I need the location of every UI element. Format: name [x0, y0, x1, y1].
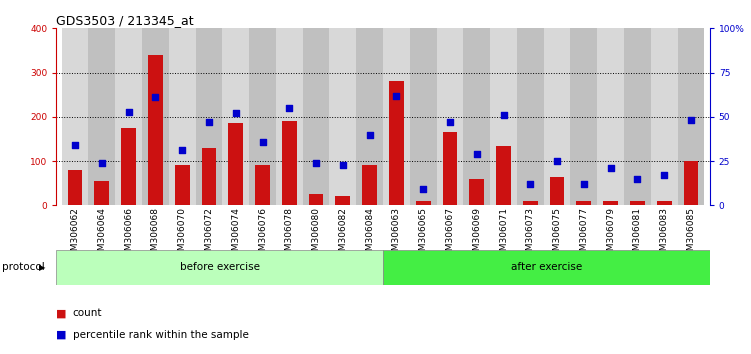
Text: before exercise: before exercise — [179, 262, 260, 272]
Bar — [62, 28, 89, 205]
Point — [685, 118, 697, 123]
Point — [444, 119, 456, 125]
Bar — [683, 161, 698, 205]
Point — [391, 93, 403, 98]
Bar — [463, 28, 490, 205]
Point — [632, 176, 644, 182]
Text: protocol: protocol — [2, 262, 45, 272]
Bar — [222, 28, 249, 205]
Bar — [169, 28, 195, 205]
Point — [96, 160, 108, 166]
Bar — [255, 166, 270, 205]
Bar — [517, 28, 544, 205]
Point — [658, 172, 670, 178]
Text: after exercise: after exercise — [511, 262, 582, 272]
Point — [578, 181, 590, 187]
Point — [257, 139, 269, 144]
Bar — [56, 250, 383, 285]
Point — [524, 181, 536, 187]
Bar — [175, 165, 189, 205]
Point — [69, 142, 81, 148]
Bar — [362, 166, 377, 205]
Bar — [383, 28, 410, 205]
Bar — [228, 124, 243, 205]
Bar — [603, 201, 618, 205]
Bar — [442, 132, 457, 205]
Bar — [469, 179, 484, 205]
Bar — [142, 28, 169, 205]
Bar — [571, 28, 597, 205]
Bar — [115, 28, 142, 205]
Point — [230, 110, 242, 116]
Bar — [148, 55, 163, 205]
Bar — [630, 201, 645, 205]
Text: ▶: ▶ — [39, 263, 46, 272]
Bar — [89, 28, 115, 205]
Bar — [523, 201, 538, 205]
Bar — [624, 28, 651, 205]
Bar — [416, 201, 430, 205]
Bar — [249, 28, 276, 205]
Text: ■: ■ — [56, 308, 67, 318]
Bar — [544, 28, 571, 205]
Bar — [303, 28, 330, 205]
Bar — [550, 177, 565, 205]
Point — [497, 112, 509, 118]
Point — [337, 162, 349, 167]
Bar — [68, 170, 83, 205]
Point — [203, 119, 215, 125]
Bar — [95, 181, 109, 205]
Point — [149, 95, 161, 100]
Bar — [336, 196, 350, 205]
Point — [283, 105, 295, 111]
Bar — [195, 28, 222, 205]
Bar — [356, 28, 383, 205]
Bar — [282, 121, 297, 205]
Text: percentile rank within the sample: percentile rank within the sample — [73, 330, 249, 339]
Point — [176, 148, 189, 153]
Point — [363, 132, 376, 137]
Point — [551, 158, 563, 164]
Bar — [410, 28, 436, 205]
Bar — [121, 128, 136, 205]
Text: count: count — [73, 308, 102, 318]
Bar — [597, 28, 624, 205]
Text: ■: ■ — [56, 330, 67, 339]
Point — [417, 187, 429, 192]
Bar — [309, 194, 324, 205]
Point — [310, 160, 322, 166]
Bar — [651, 28, 677, 205]
Bar — [496, 145, 511, 205]
Bar — [657, 201, 671, 205]
Bar — [490, 28, 517, 205]
Bar — [677, 28, 704, 205]
Point — [471, 151, 483, 157]
Bar — [330, 28, 356, 205]
Bar — [436, 28, 463, 205]
Bar — [577, 201, 591, 205]
Bar — [389, 81, 404, 205]
Point — [605, 165, 617, 171]
Bar — [383, 250, 710, 285]
Bar — [276, 28, 303, 205]
Point — [122, 109, 134, 114]
Text: GDS3503 / 213345_at: GDS3503 / 213345_at — [56, 14, 194, 27]
Bar — [201, 148, 216, 205]
